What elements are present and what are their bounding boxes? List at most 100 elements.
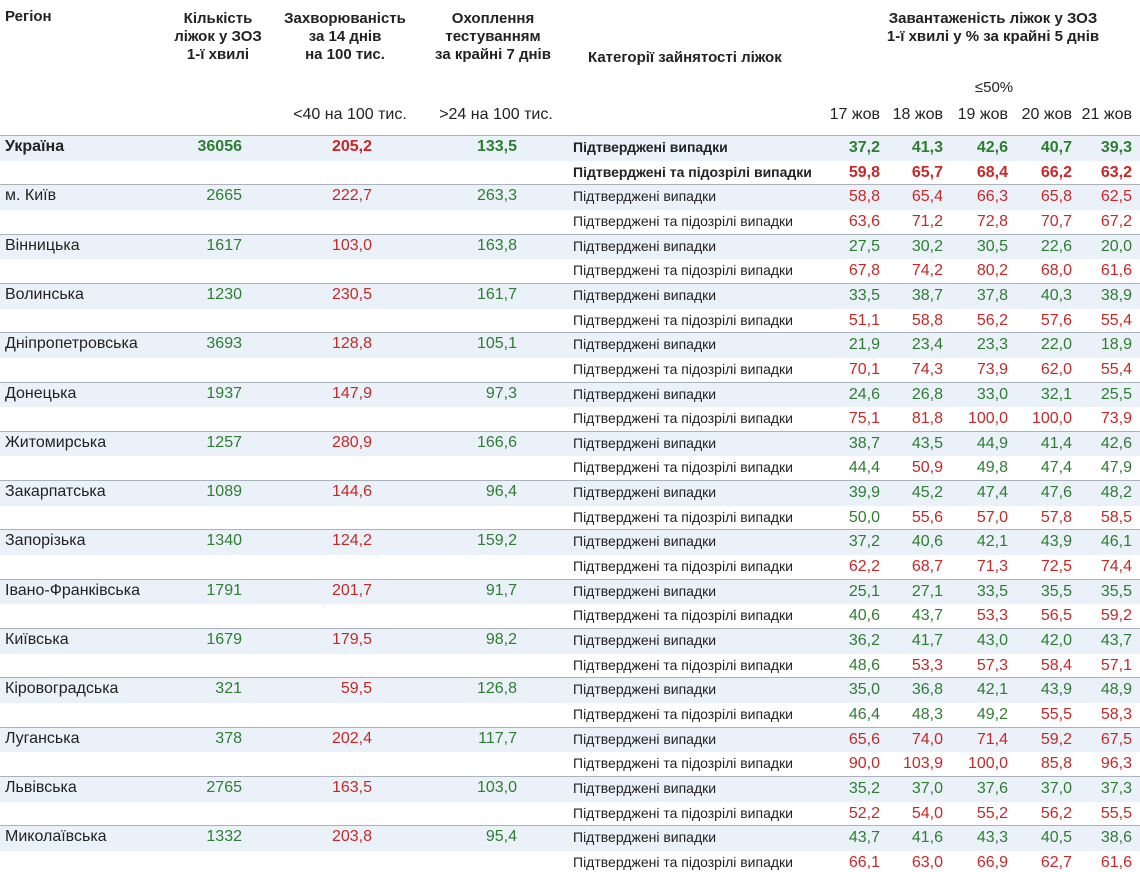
load-value: 62,5 [1100, 188, 1132, 206]
region: Запорізька [5, 532, 86, 550]
beds: 1791 [206, 581, 242, 599]
category: Підтверджені та підозрілі випадки [573, 853, 793, 870]
load-value: 48,3 [911, 705, 943, 723]
load-value: 65,8 [1040, 188, 1072, 206]
load-value: 66,9 [976, 853, 1008, 871]
load-value: 67,5 [1100, 730, 1132, 748]
region: Дніпропетровська [5, 335, 138, 353]
load-value: 48,9 [1100, 681, 1132, 699]
incidence: 201,7 [331, 581, 372, 599]
load-value: 43,0 [976, 632, 1008, 649]
load-value: 47,9 [1100, 459, 1132, 477]
incidence: 202,4 [331, 729, 372, 747]
load-value: 41,6 [911, 829, 943, 847]
date: 17 жов [829, 106, 880, 123]
load-value: 35,0 [848, 681, 880, 699]
category: Підтверджені випадки [573, 336, 717, 353]
region: Івано-Франківська [5, 581, 140, 599]
load-value: 39,3 [1100, 139, 1132, 156]
load-value: 43,7 [1100, 632, 1132, 649]
load-value: 62,2 [848, 558, 880, 576]
coverage: 133,5 [476, 138, 517, 155]
category: Підтверджені та підозрілі випадки [573, 212, 793, 229]
beds: 36056 [197, 138, 243, 155]
header-coverage: за крайні 7 днів [435, 46, 551, 63]
load-value: 67,8 [848, 262, 880, 280]
load-value: 26,8 [911, 385, 943, 403]
load-value: 40,5 [1040, 829, 1072, 847]
beds: 378 [215, 729, 242, 747]
load-value: 75,1 [848, 410, 880, 428]
row-band [0, 578, 1140, 605]
load-value: 54,0 [911, 804, 943, 822]
beds: 321 [215, 680, 242, 698]
load-value: 45,2 [911, 484, 943, 502]
row-band [0, 726, 1140, 753]
incidence: 179,5 [331, 631, 372, 648]
load-value: 58,5 [1100, 508, 1132, 526]
load-value: 43,5 [911, 434, 943, 452]
category: Підтверджені та підозрілі випадки [573, 508, 793, 525]
load-value: 73,9 [1100, 410, 1132, 428]
coverage: 97,3 [485, 384, 517, 402]
load-value: 23,4 [911, 336, 943, 354]
load-value: 103,9 [902, 755, 943, 773]
load-value: 41,3 [911, 139, 943, 156]
category: Підтверджені випадки [573, 139, 728, 155]
load-value: 40,6 [911, 533, 943, 551]
header-category: Категорії зайнятості ліжок [588, 49, 782, 66]
load-value: 49,2 [976, 705, 1008, 723]
load-value: 56,2 [976, 311, 1008, 329]
category: Підтверджені та підозрілі випадки [573, 262, 793, 279]
coverage: 161,7 [476, 285, 517, 303]
beds: 1679 [206, 631, 242, 648]
load-value: 74,2 [911, 262, 943, 280]
load-value: 68,0 [1040, 262, 1072, 280]
load-value: 20,0 [1100, 237, 1132, 255]
load-value: 58,8 [848, 188, 880, 206]
category: Підтверджені випадки [573, 533, 717, 550]
load-value: 52,2 [848, 804, 880, 822]
load-value: 40,3 [1040, 286, 1072, 304]
header-load: Завантаженість ліжок у ЗОЗ [888, 10, 1098, 27]
region: Закарпатська [5, 483, 106, 501]
incidence: 147,9 [331, 384, 372, 402]
load-value: 50,0 [848, 508, 880, 526]
incidence: 205,2 [331, 138, 372, 155]
row-band [0, 529, 1140, 556]
load-value: 74,4 [1100, 558, 1132, 576]
load-value: 57,1 [1100, 656, 1132, 674]
header-beds: ліжок у ЗОЗ [174, 28, 262, 45]
load-value: 33,5 [976, 582, 1008, 600]
load-value: 38,7 [848, 434, 880, 452]
load-value: 61,6 [1100, 853, 1132, 871]
load-value: 42,0 [1040, 632, 1072, 649]
incidence: 124,2 [331, 532, 372, 550]
row-band [0, 825, 1140, 851]
load-value: 55,5 [1100, 804, 1132, 822]
load-value: 37,0 [1040, 779, 1072, 797]
region: Україна [5, 138, 65, 155]
load-value: 100,0 [967, 755, 1008, 773]
load-value: 30,2 [911, 237, 943, 255]
beds: 1617 [206, 236, 242, 254]
category: Підтверджені та підозрілі випадки [573, 360, 793, 377]
load-value: 43,9 [1040, 681, 1072, 699]
category: Підтверджені та підозрілі випадки [573, 607, 793, 624]
load-value: 33,0 [976, 385, 1008, 403]
load-value: 55,4 [1100, 311, 1132, 329]
row-band [0, 282, 1140, 309]
load-value: 57,6 [1040, 311, 1072, 329]
category: Підтверджені та підозрілі випадки [573, 410, 793, 427]
header-incidence: за 14 днів [308, 28, 382, 45]
region: Житомирська [5, 433, 107, 451]
category: Підтверджені випадки [573, 434, 717, 451]
load-value: 43,3 [976, 829, 1008, 847]
load-value: 36,2 [848, 632, 880, 649]
load-value: 41,4 [1040, 434, 1072, 452]
load-value: 73,9 [976, 360, 1008, 378]
incidence: 230,5 [331, 285, 372, 303]
load-value: 70,1 [848, 360, 880, 378]
region: Волинська [5, 285, 84, 303]
load-value: 70,7 [1040, 212, 1072, 230]
